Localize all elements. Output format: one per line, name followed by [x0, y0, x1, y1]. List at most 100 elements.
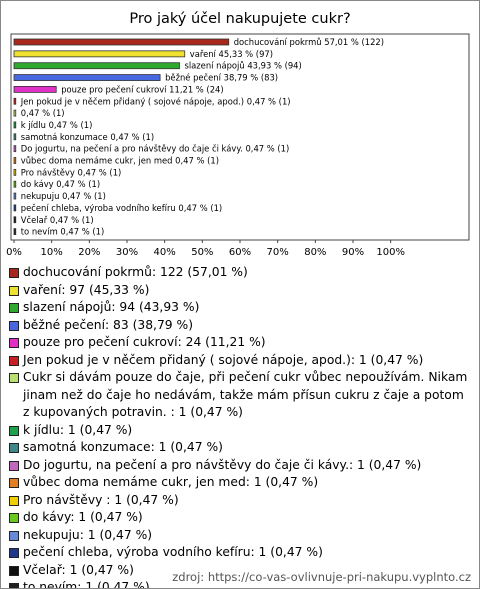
- bar-label: nekupuju 0,47 % (1): [21, 191, 106, 201]
- legend-item: vaření: 97 (45,33 %): [7, 282, 473, 300]
- bar: [13, 74, 161, 81]
- legend-swatch: [9, 513, 19, 523]
- legend-label: Včelař: 1 (0,47 %): [23, 562, 134, 577]
- bar: [13, 50, 186, 58]
- legend-item: Cukr si dávám pouze do čaje, při pečení …: [7, 369, 473, 422]
- bar-category: samotná konzumace: [21, 131, 108, 141]
- value-label: 0,47 % (1): [178, 202, 222, 212]
- legend-swatch: [9, 495, 19, 506]
- legend-label: dochucování pokrmů: 122 (57,01 %): [23, 265, 248, 279]
- bar: [13, 192, 17, 200]
- x-tick-label: 90%: [342, 247, 364, 258]
- legend-swatch: [9, 460, 19, 471]
- legend-label: k jídlu: 1 (0,47 %): [23, 422, 133, 437]
- legend-item: dochucování pokrmů: 122 (57,01 %): [7, 264, 473, 282]
- legend-label: Cukr si dávám pouze do čaje, při pečení …: [23, 370, 468, 419]
- legend-item: běžné pečení: 83 (38,79 %): [7, 317, 473, 335]
- bar: [13, 62, 180, 70]
- bar-category: běžné pečení: [165, 72, 222, 82]
- x-tick-label: 10%: [41, 247, 63, 258]
- bar: [13, 133, 17, 141]
- bar: [13, 121, 17, 129]
- bar-label: k jídlu 0,47 % (1): [21, 119, 93, 129]
- legend-item: pouze pro pečení cukroví: 24 (11,21 %): [7, 334, 473, 352]
- bar-category: do kávy: [21, 179, 54, 189]
- bar-label: to nevím 0,47 % (1): [21, 226, 104, 236]
- x-tick-label: 50%: [191, 247, 213, 258]
- x-tick-label: 30%: [116, 247, 138, 258]
- legend-label: vůbec doma nemáme cukr, jen med: 1 (0,47…: [23, 475, 319, 489]
- x-tick-label: 80%: [304, 247, 326, 258]
- legend-swatch: [9, 268, 19, 278]
- legend-item: Do jogurtu, na pečení a pro návštěvy do …: [7, 457, 473, 475]
- value-label: 0,47 % (1): [56, 179, 100, 189]
- bar-label: vůbec doma nemáme cukr, jen med 0,47 % (…: [21, 155, 219, 165]
- bar-label: Do jogurtu, na pečení a pro návštěvy do …: [21, 143, 289, 153]
- bar: [13, 228, 17, 236]
- legend-swatch: [9, 565, 19, 576]
- value-label: 11,21 % (24): [169, 84, 223, 94]
- bar-category: Včelař: [21, 214, 48, 224]
- bar: [13, 180, 17, 188]
- bar-label: Pro návštěvy 0,47 % (1): [21, 167, 122, 177]
- legend-item: nekupuju: 1 (0,47 %): [7, 527, 473, 545]
- legend-label: vaření: 97 (45,33 %): [23, 282, 150, 297]
- legend-item: to nevím: 1 (0,47 %): [7, 579, 473, 588]
- x-tick-label: 40%: [154, 247, 176, 258]
- legend-item: Jen pokud je v něčem přidaný ( sojové ná…: [7, 352, 473, 370]
- value-label: 38,79 % (83): [224, 72, 278, 82]
- legend-swatch: [9, 530, 19, 541]
- value-label: 0,47 % (1): [50, 214, 94, 224]
- legend-item: do kávy: 1 (0,47 %): [7, 509, 473, 527]
- chart: Pro jaký účel nakupujete cukr? 0% 10% 20% 3…: [6, 11, 470, 258]
- legend-label: pečení chleba, výroba vodního kefíru: 1 …: [23, 545, 323, 559]
- bar: [13, 109, 17, 117]
- bar-label: 0,47 % (1): [21, 108, 65, 118]
- legend-label: pouze pro pečení cukroví: 24 (11,21 %): [23, 335, 266, 349]
- legend-item: Pro návštěvy : 1 (0,47 %): [7, 492, 473, 510]
- bar-category: dochucování pokrmů: [234, 37, 322, 47]
- value-label: 0,47 % (1): [247, 96, 291, 106]
- legend-item: vůbec doma nemáme cukr, jen med: 1 (0,47…: [7, 474, 473, 492]
- value-label: 0,47 % (1): [62, 191, 106, 201]
- chart-title: Pro jaký účel nakupujete cukr?: [129, 11, 350, 27]
- x-tick-label: 20%: [78, 247, 100, 258]
- legend-label: Do jogurtu, na pečení a pro návštěvy do …: [23, 457, 422, 472]
- legend-swatch: [9, 355, 19, 366]
- legend-label: Pro návštěvy : 1 (0,47 %): [23, 492, 179, 507]
- value-label: 57,01 % (122): [324, 37, 384, 47]
- value-label: 0,47 % (1): [60, 226, 104, 236]
- legend: dochucování pokrmů: 122 (57,01 %) vaření:…: [7, 264, 473, 588]
- legend-item: k jídlu: 1 (0,47 %): [7, 422, 473, 440]
- bar-category: slazení nápojů: [184, 60, 244, 70]
- bar-category: to nevím: [21, 226, 58, 236]
- bar: [13, 204, 17, 212]
- bar: [13, 97, 17, 105]
- bar-category: nekupuju: [21, 191, 60, 201]
- legend-item: Včelař: 1 (0,47 %): [7, 562, 473, 580]
- x-tick-label: 70%: [267, 247, 289, 258]
- bar: [13, 168, 17, 176]
- bar: [13, 86, 57, 93]
- bar: [13, 145, 17, 153]
- bar-category: vůbec doma nemáme cukr, jen med: [21, 155, 173, 165]
- legend-swatch: [9, 338, 19, 348]
- bar: [13, 216, 17, 224]
- legend-item: slazení nápojů: 94 (43,93 %): [7, 299, 473, 317]
- value-label: 0,47 % (1): [21, 108, 65, 118]
- bar-category: vaření: [190, 48, 217, 58]
- value-label: 0,47 % (1): [49, 119, 93, 129]
- legend-item: pečení chleba, výroba vodního kefíru: 1 …: [7, 544, 473, 562]
- bar: [13, 38, 230, 46]
- bar-category: Do jogurtu, na pečení a pro návštěvy do …: [21, 143, 243, 153]
- bar-category: k jídlu: [21, 119, 46, 129]
- bar-category: Jen pokud je v něčem přidaný ( sojové ná…: [20, 96, 244, 106]
- bar-category: pouze pro pečení cukroví: [61, 84, 167, 94]
- bar: [13, 157, 17, 164]
- bar-label: do kávy 0,47 % (1): [21, 179, 100, 189]
- bar-label: Jen pokud je v něčem přidaný ( sojové ná…: [20, 96, 291, 106]
- bar-label: pouze pro pečení cukroví 11,21 % (24): [61, 84, 223, 94]
- value-label: 45,33 % (97): [219, 48, 273, 58]
- bar-label: pečení chleba, výroba vodního kefíru 0,4…: [21, 202, 222, 212]
- legend-swatch: [9, 548, 19, 558]
